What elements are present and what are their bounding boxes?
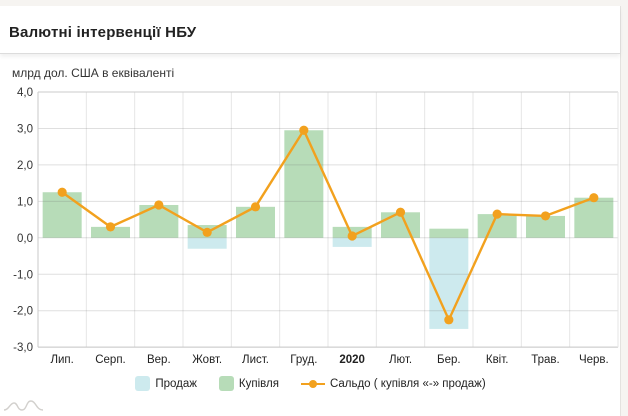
legend-label-sale: Продаж (155, 377, 197, 390)
bar-purchase[interactable] (477, 214, 517, 238)
x-category-label: Жовт. (192, 354, 222, 366)
purchase-swatch-icon (218, 376, 234, 391)
y-tick-label: -1,0 (13, 269, 33, 281)
saldo-point[interactable] (299, 125, 309, 135)
bar-sale[interactable] (332, 237, 372, 247)
y-tick-label: -3,0 (13, 342, 33, 354)
x-category-label: 2020 (339, 354, 365, 366)
chart-title: Валютні інтервенції НБУ (9, 24, 197, 41)
legend-item-purchase[interactable]: Купівля (218, 376, 279, 391)
x-category-label: Вер. (147, 354, 171, 366)
bar-purchase[interactable] (574, 197, 614, 238)
chart-legend: Продаж Купівля Сальдо ( купівля «-» прод… (0, 376, 621, 391)
saldo-point[interactable] (105, 222, 116, 232)
x-category-label: Бер. (437, 354, 461, 366)
x-category-label: Трав. (531, 354, 559, 366)
y-tick-label: 1,0 (17, 196, 33, 208)
x-category-label: Черв. (579, 354, 609, 366)
y-tick-label: 2,0 (17, 160, 33, 172)
legend-item-sale[interactable]: Продаж (135, 376, 197, 391)
bar-purchase[interactable] (42, 192, 82, 238)
waves-watermark-icon (3, 400, 44, 411)
saldo-point[interactable] (540, 211, 551, 221)
legend-label-saldo: Сальдо ( купівля «-» продаж) (329, 377, 486, 390)
saldo-point[interactable] (347, 231, 357, 241)
x-category-label: Лип. (50, 354, 73, 366)
saldo-point[interactable] (589, 193, 599, 203)
y-tick-label: 4,0 (17, 87, 33, 99)
saldo-point[interactable] (154, 200, 164, 210)
saldo-point[interactable] (202, 227, 212, 237)
y-tick-label: 0,0 (17, 233, 33, 245)
saldo-point[interactable] (395, 207, 406, 217)
y-tick-label: 3,0 (17, 123, 33, 135)
x-category-label: Квіт. (486, 354, 509, 366)
x-category-label: Груд. (290, 354, 317, 366)
bar-purchase[interactable] (284, 130, 324, 238)
bar-purchase[interactable] (526, 215, 565, 238)
x-category-label: Лют. (389, 354, 412, 366)
saldo-point[interactable] (492, 209, 502, 219)
saldo-point[interactable] (57, 187, 67, 197)
saldo-point[interactable] (444, 315, 454, 325)
bar-purchase[interactable] (429, 228, 469, 238)
saldo-point[interactable] (250, 202, 261, 212)
axis-unit-label: млрд дол. США в еквіваленті (12, 66, 175, 80)
bar-sale[interactable] (429, 237, 469, 329)
chart-card: Валютні інтервенції НБУ млрд дол. США в … (0, 6, 621, 416)
y-tick-label: -2,0 (13, 306, 33, 318)
saldo-line (61, 129, 595, 322)
interventions-chart: 4,0 3,0 2,0 1,0 0,0 -1,0 -2,0 -3,0 Лип. Серп. Вер.… (13, 87, 619, 366)
legend-label-purchase: Купівля (238, 377, 279, 390)
bar-sale[interactable] (187, 237, 227, 249)
saldo-line-dot-icon (300, 379, 325, 389)
bar-purchase[interactable] (91, 226, 130, 238)
x-category-label: Лист. (242, 354, 269, 366)
x-category-label: Серп. (95, 354, 126, 366)
bar-purchase[interactable] (236, 206, 275, 238)
sale-swatch-icon (135, 376, 151, 391)
card-header: Валютні інтервенції НБУ (0, 6, 620, 54)
legend-item-saldo[interactable]: Сальдо ( купівля «-» продаж) (300, 377, 486, 390)
